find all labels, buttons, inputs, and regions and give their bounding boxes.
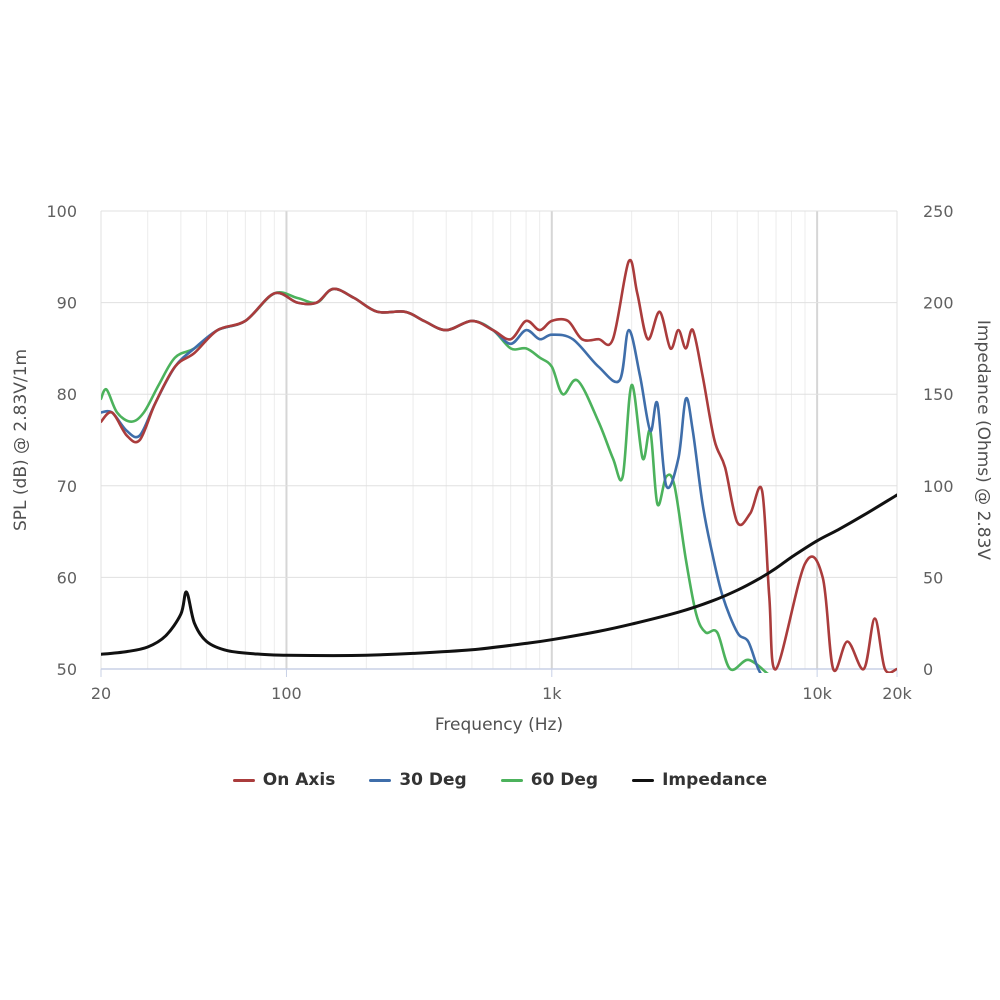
- legend-item-on-axis[interactable]: On Axis: [232, 770, 336, 790]
- x-tick-label: 100: [271, 684, 302, 703]
- y-right-tick-label: 100: [923, 477, 954, 496]
- y-left-tick-label: 50: [57, 660, 77, 679]
- x-tick-label: 1k: [542, 684, 562, 703]
- legend-label-impedance: Impedance: [662, 770, 768, 790]
- y-right-tick-label: 200: [923, 294, 954, 313]
- series-line-30-deg: [101, 287, 762, 673]
- y-right-tick-label: 150: [923, 385, 954, 404]
- y-right-tick-label: 0: [923, 660, 933, 679]
- chart-legend: On Axis 30 Deg 60 Deg Impedance: [0, 770, 1000, 790]
- legend-swatch-impedance: [632, 778, 655, 782]
- legend-swatch-on-axis: [232, 778, 255, 782]
- series-line-on-axis: [101, 258, 897, 673]
- x-axis-title: Frequency (Hz): [435, 715, 563, 735]
- legend-item-impedance[interactable]: Impedance: [632, 770, 767, 790]
- axis-ticks: 20 100 1k 10k 20k 50 60 70 80 90 100 0 50 100 150 200 25…: [46, 202, 953, 703]
- plot-grid: [100, 210, 898, 670]
- x-tick-label: 20: [91, 684, 111, 703]
- legend-label-on-axis: On Axis: [262, 770, 336, 790]
- legend-swatch-60-deg: [500, 778, 523, 782]
- y-axis-right-title: Impedance (Ohms) @ 2.83V: [973, 320, 993, 561]
- legend-item-60-deg[interactable]: 60 Deg: [500, 770, 599, 790]
- y-axis-left-title: SPL (dB) @ 2.83V/1m: [11, 349, 31, 531]
- y-right-tick-label: 50: [923, 568, 943, 587]
- y-right-tick-label: 250: [923, 202, 954, 221]
- series-layer: [101, 258, 897, 673]
- x-tick-label: 10k: [802, 684, 832, 703]
- y-left-tick-label: 90: [57, 294, 77, 313]
- legend-item-30-deg[interactable]: 30 Deg: [369, 770, 467, 790]
- x-tick-label: 20k: [882, 684, 912, 703]
- legend-label-30-deg: 30 Deg: [399, 770, 467, 790]
- y-left-tick-label: 60: [57, 568, 77, 587]
- series-line-impedance: [101, 493, 897, 658]
- y-left-tick-label: 70: [57, 477, 77, 496]
- y-left-tick-label: 100: [46, 202, 77, 221]
- legend-swatch-30-deg: [369, 778, 392, 782]
- legend-label-60-deg: 60 Deg: [530, 770, 599, 790]
- y-left-tick-label: 80: [57, 385, 77, 404]
